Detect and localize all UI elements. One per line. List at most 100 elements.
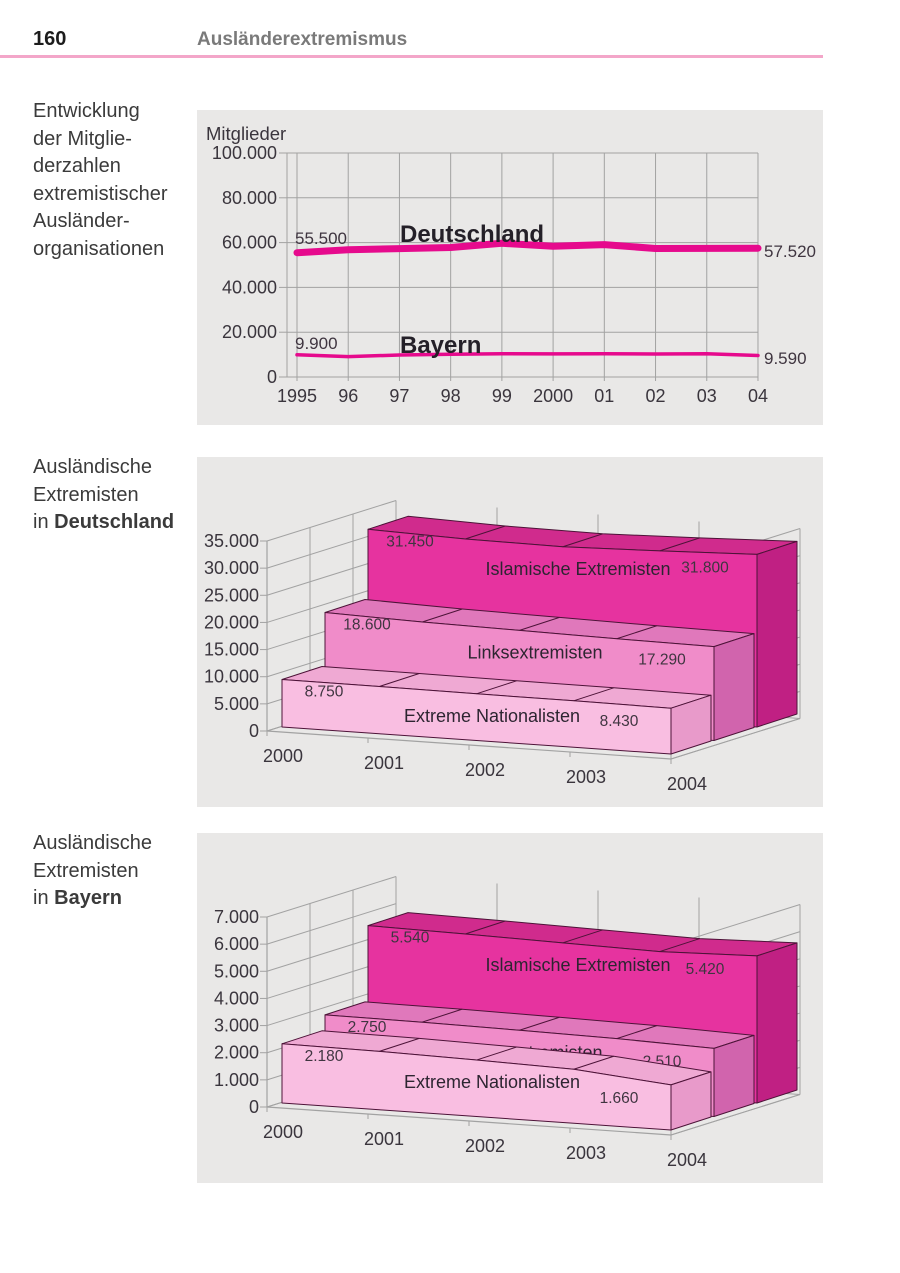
- ribbon-year-notch: [616, 625, 657, 640]
- y-tick-label: 0: [249, 721, 259, 741]
- ribbon-year-notch: [659, 537, 700, 552]
- chart-3d-deutschland: 35.000 30.000 25.000 20.000 15.000 10.000 5.00…: [197, 457, 823, 807]
- ribbon-year-notch: [519, 1016, 560, 1031]
- caption-line: derzahlen: [33, 153, 167, 181]
- area3d-bayern-svg: 7.000 6.000 5.000 4.000 3.000 2.000 1.000 02000…: [214, 876, 801, 1170]
- ribbon-year-notch: [659, 938, 700, 953]
- x-tick-label: 96: [338, 386, 358, 406]
- caption-extremists-deutschland: Ausländische Extremisten in Deutschland: [33, 454, 174, 537]
- leftwall-depth-line: [266, 903, 397, 945]
- series-name-label: Islamische Extremisten: [485, 955, 670, 975]
- ribbon-year-notch: [476, 680, 517, 695]
- ribbon-year-notch: [476, 1046, 517, 1061]
- data-label-last: 1.660: [600, 1090, 639, 1107]
- x-tick-label: 2003: [566, 767, 606, 787]
- data-label-last: 9.590: [764, 349, 807, 368]
- ribbon-year-notch: [422, 608, 463, 623]
- y-tick-label: 35.000: [204, 531, 259, 551]
- caption-line: in Bayern: [33, 885, 152, 913]
- caption-line: Entwicklung: [33, 98, 167, 126]
- ribbon-year-notch: [379, 673, 420, 687]
- y-tick-label: 1.000: [214, 1070, 259, 1090]
- data-label-first: 9.900: [295, 334, 338, 353]
- caption-line: Ausländische: [33, 830, 152, 858]
- leftwall-depth-line: [266, 500, 397, 542]
- series-name-label: Islamische Extremisten: [485, 559, 670, 579]
- x-tick-label: 2000: [263, 746, 303, 766]
- y-tick-label: 0: [249, 1097, 259, 1117]
- x-tick-label: 97: [389, 386, 409, 406]
- x-tick-label: 2004: [667, 774, 707, 794]
- data-label-first: 18.600: [343, 617, 391, 634]
- y-axis-title: Mitglieder: [206, 123, 286, 144]
- series-name-label: Extreme Nationalisten: [404, 1072, 580, 1092]
- caption-text: in: [33, 511, 55, 533]
- x-tick-label: 2000: [263, 1122, 303, 1142]
- data-label-first: 8.750: [305, 684, 344, 701]
- page-header-title: Ausländerextremismus: [197, 29, 408, 50]
- x-tick-label: 98: [441, 386, 461, 406]
- caption-text: Ausländer-: [33, 210, 130, 232]
- ribbon-side-linksextremisten: [713, 633, 755, 741]
- data-label-last: 17.290: [638, 652, 686, 669]
- caption-text: Ausländische: [33, 456, 152, 478]
- series-name-label: Extreme Nationalisten: [404, 706, 580, 726]
- caption-text: der Mitglie-: [33, 127, 132, 150]
- caption-text: organisationen: [33, 237, 165, 260]
- rightwall-grid-line: [670, 718, 801, 760]
- data-label-last: 31.800: [681, 559, 729, 576]
- x-tick-label: 2001: [364, 753, 404, 773]
- header-rule: [0, 55, 823, 58]
- data-label-first: 2.750: [348, 1019, 387, 1036]
- x-tick-label: 02: [646, 386, 666, 406]
- x-tick-label: 2002: [465, 760, 505, 780]
- caption-line: in Deutschland: [33, 509, 174, 537]
- caption-text: Extremisten: [33, 483, 139, 506]
- series-name-label: Linksextremisten: [467, 642, 602, 662]
- ribbon-year-notch: [616, 1025, 657, 1040]
- data-label-first: 5.540: [391, 930, 430, 947]
- y-tick-label: 7.000: [214, 907, 259, 927]
- y-tick-label: 60.000: [222, 233, 277, 253]
- series-line-deutschland: [293, 239, 762, 257]
- y-tick-label: 40.000: [222, 277, 277, 297]
- ribbon-year-notch: [573, 1055, 614, 1070]
- x-tick-label: 2004: [667, 1150, 707, 1170]
- caption-line: organisationen: [33, 236, 167, 264]
- ribbon-year-notch: [379, 1037, 420, 1052]
- y-tick-label: 0: [267, 367, 277, 387]
- caption-line: der Mitglie-: [33, 126, 167, 154]
- ribbon-year-notch: [562, 533, 603, 548]
- rightwall-grid-line: [670, 1094, 801, 1136]
- caption-line: extremistischer: [33, 181, 167, 209]
- y-tick-label: 25.000: [204, 585, 259, 605]
- caption-text: in: [33, 887, 55, 909]
- data-label-last: 57.520: [764, 242, 816, 261]
- caption-line: Extremisten: [33, 858, 152, 886]
- y-tick-label: 100.000: [212, 143, 277, 163]
- ribbon-side-islamische-extremisten: [756, 942, 798, 1104]
- series-name-label: Bayern: [400, 332, 481, 359]
- data-label-first: 31.450: [386, 533, 434, 550]
- y-tick-label: 4.000: [214, 988, 259, 1008]
- ribbon-year-notch: [562, 929, 603, 944]
- data-label-first: 55.500: [295, 229, 347, 248]
- y-tick-label: 80.000: [222, 188, 277, 208]
- caption-text: extremistischer: [33, 182, 168, 205]
- x-tick-label: 2002: [465, 1136, 505, 1156]
- x-tick-label: 2000: [533, 386, 573, 406]
- ribbon-side-islamische-extremisten: [756, 540, 798, 728]
- ribbon-year-notch: [519, 616, 560, 631]
- caption-line: Ausländer-: [33, 208, 167, 236]
- caption-text: Ausländische: [33, 832, 152, 854]
- y-tick-label: 3.000: [214, 1016, 259, 1036]
- ribbon-year-notch: [573, 687, 614, 702]
- chart-membership-line: Mitglieder 100.000 80.000 60.000 40.000 20.00…: [197, 110, 823, 425]
- x-tick-label: 2001: [364, 1129, 404, 1149]
- y-tick-label: 30.000: [204, 558, 259, 578]
- y-tick-label: 5.000: [214, 961, 259, 981]
- y-tick-label: 20.000: [222, 322, 277, 342]
- ribbon-year-notch: [422, 1008, 463, 1023]
- data-label-last: 8.430: [600, 713, 639, 730]
